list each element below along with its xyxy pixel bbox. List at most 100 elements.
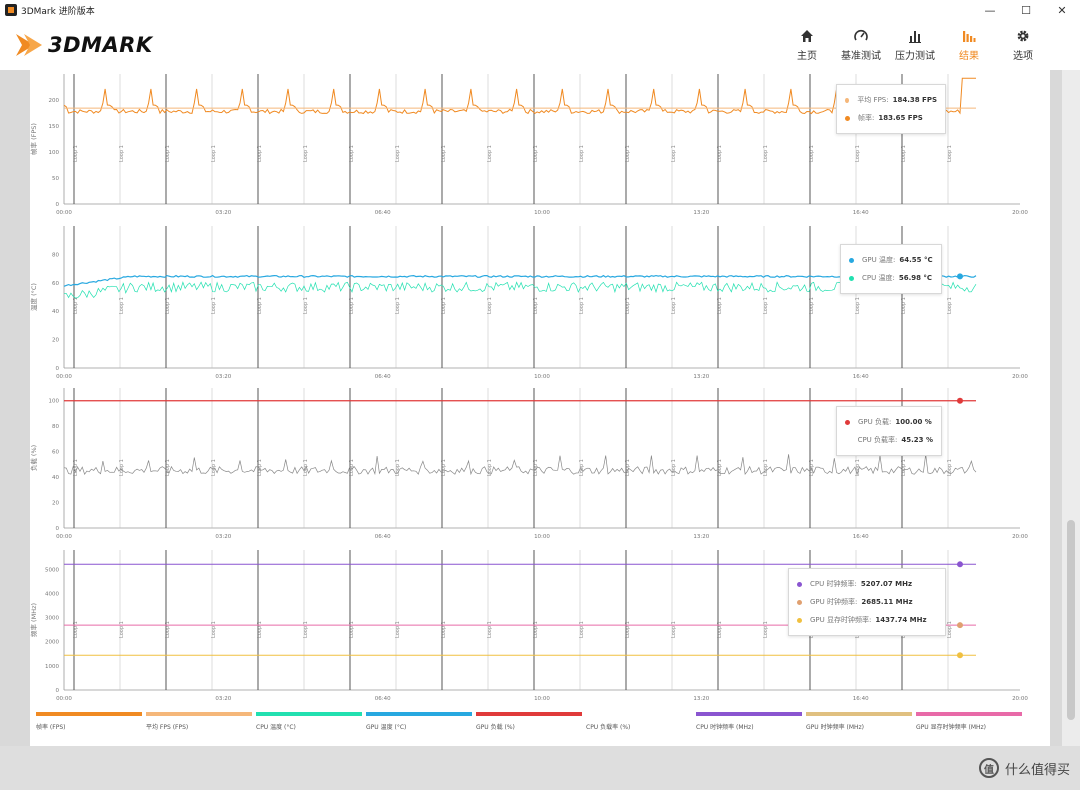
loop-marker-label: Loop 1 — [257, 297, 263, 314]
loop-marker-label: Loop 1 — [625, 621, 631, 638]
loop-marker-label: Loop 1 — [441, 145, 447, 162]
loop-marker-label: Loop 1 — [533, 621, 539, 638]
loop-marker-label: Loop 1 — [73, 621, 79, 638]
app-icon — [5, 4, 17, 16]
y-tick-label: 0 — [56, 526, 60, 532]
x-tick-label: 06:40 — [375, 374, 391, 380]
window-title: 3DMark 进阶版本 — [21, 6, 95, 17]
series-toggle-avg-fps[interactable]: 平均 FPS (FPS) — [146, 712, 252, 731]
title-bar: 3DMark 进阶版本 — ☐ ✕ — [0, 0, 1080, 20]
y-tick-label: 150 — [49, 124, 60, 130]
series-toggle-cpu-clock[interactable]: CPU 时钟频率 (MHz) — [696, 712, 802, 731]
loop-marker-label: Loop 1 — [579, 297, 585, 314]
loop-marker-label: Loop 1 — [349, 621, 355, 638]
close-button[interactable]: ✕ — [1057, 3, 1067, 17]
x-tick-label: 20:00 — [1012, 696, 1028, 702]
results-icon — [961, 26, 977, 46]
maximize-button[interactable]: ☐ — [1021, 3, 1031, 17]
nav-benchmarks[interactable]: 基准测试 — [834, 26, 888, 62]
x-tick-label: 00:00 — [56, 696, 72, 702]
loop-marker-label: Loop 1 — [119, 621, 125, 638]
legend-dot — [845, 115, 850, 121]
loop-marker-label: Loop 1 — [487, 459, 493, 476]
nav-stress-tests[interactable]: 压力测试 — [888, 26, 942, 62]
watermark-badge: 值 — [978, 758, 999, 778]
y-tick-label: 60 — [52, 281, 59, 287]
loop-marker-label: Loop 1 — [487, 297, 493, 314]
loop-marker-label: Loop 1 — [901, 297, 907, 314]
y-tick-label: 80 — [52, 424, 59, 430]
loop-marker-label: Loop 1 — [441, 459, 447, 476]
nav-options[interactable]: 选项 — [996, 26, 1050, 62]
vertical-scrollbar[interactable] — [1062, 70, 1080, 746]
loop-marker-label: Loop 1 — [119, 145, 125, 162]
gauge-icon — [853, 26, 869, 46]
y-tick-label: 3000 — [45, 616, 59, 622]
x-tick-label: 06:40 — [375, 210, 391, 216]
series-toggle-cpu-load[interactable]: CPU 负载率 (%) — [586, 712, 692, 731]
loop-marker-label: Loop 1 — [809, 145, 815, 162]
loop-marker-label: Loop 1 — [717, 621, 723, 638]
y-tick-label: 80 — [52, 252, 59, 258]
loop-marker-label: Loop 1 — [73, 459, 79, 476]
x-tick-label: 13:20 — [693, 210, 709, 216]
series-toggle-gpu-mem-clock[interactable]: GPU 显存时钟频率 (MHz) — [916, 712, 1022, 731]
app-header: 3DMARK 主页 基准测试 压力测试 结果 — [0, 20, 1080, 70]
loop-marker-label: Loop 1 — [441, 297, 447, 314]
loop-marker-label: Loop 1 — [165, 297, 171, 314]
y-axis-label: 负载 (%) — [30, 445, 38, 471]
x-tick-label: 00:00 — [56, 210, 72, 216]
loop-marker-label: Loop 1 — [395, 145, 401, 162]
y-tick-label: 20 — [52, 338, 59, 344]
y-tick-label: 100 — [49, 399, 60, 405]
series-toggle-gpu-load[interactable]: GPU 负载 (%) — [476, 712, 582, 731]
loop-marker-label: Loop 1 — [947, 145, 953, 162]
x-tick-label: 06:40 — [375, 696, 391, 702]
loop-marker-label: Loop 1 — [395, 459, 401, 476]
nav-results[interactable]: 结果 — [942, 26, 996, 62]
loop-marker-label: Loop 1 — [855, 145, 861, 162]
y-tick-label: 50 — [52, 176, 59, 182]
series-toggle-cpu-temp[interactable]: CPU 温度 (°C) — [256, 712, 362, 731]
y-tick-label: 2000 — [45, 640, 59, 646]
x-tick-label: 10:00 — [534, 534, 550, 540]
y-tick-label: 0 — [56, 688, 60, 694]
y-tick-label: 40 — [52, 475, 59, 481]
loop-marker-label: Loop 1 — [119, 459, 125, 476]
x-tick-label: 00:00 — [56, 374, 72, 380]
loop-marker-label: Loop 1 — [487, 621, 493, 638]
minimize-button[interactable]: — — [984, 3, 996, 17]
loop-marker-label: Loop 1 — [625, 145, 631, 162]
loop-marker-label: Loop 1 — [901, 459, 907, 476]
x-tick-label: 16:40 — [853, 534, 869, 540]
y-tick-label: 200 — [49, 98, 60, 104]
series-toggle-fps[interactable]: 帧率 (FPS) — [36, 712, 142, 731]
x-tick-label: 10:00 — [534, 696, 550, 702]
loop-marker-label: Loop 1 — [579, 459, 585, 476]
x-tick-label: 16:40 — [853, 210, 869, 216]
gpu-clock-marker — [957, 622, 963, 629]
loop-marker-label: Loop 1 — [763, 621, 769, 638]
loop-marker-label: Loop 1 — [717, 459, 723, 476]
x-tick-label: 16:40 — [853, 696, 869, 702]
loop-marker-label: Loop 1 — [257, 145, 263, 162]
y-tick-label: 100 — [49, 150, 60, 156]
loop-marker-label: Loop 1 — [671, 145, 677, 162]
series-toggle-gpu-clock[interactable]: GPU 时钟频率 (MHz) — [806, 712, 912, 731]
x-tick-label: 10:00 — [534, 210, 550, 216]
x-tick-label: 20:00 — [1012, 534, 1028, 540]
background-strip — [0, 746, 1080, 790]
loop-marker-label: Loop 1 — [901, 145, 907, 162]
scrollbar-thumb[interactable] — [1067, 520, 1075, 720]
nav-home[interactable]: 主页 — [780, 26, 834, 62]
gpu-mem-clock-marker — [957, 652, 963, 659]
results-panel: 0 50 100 150 200 帧率 (FPS) 00:00 03:20 06:40 10:00… — [29, 70, 1050, 746]
loop-marker-label: Loop 1 — [717, 145, 723, 162]
loop-marker-label: Loop 1 — [349, 145, 355, 162]
x-tick-label: 03:20 — [215, 534, 231, 540]
loop-marker-label: Loop 1 — [625, 459, 631, 476]
x-tick-label: 03:20 — [215, 374, 231, 380]
legend-dot — [845, 97, 850, 103]
series-toggle-gpu-temp[interactable]: GPU 温度 (°C) — [366, 712, 472, 731]
x-tick-label: 13:20 — [693, 374, 709, 380]
